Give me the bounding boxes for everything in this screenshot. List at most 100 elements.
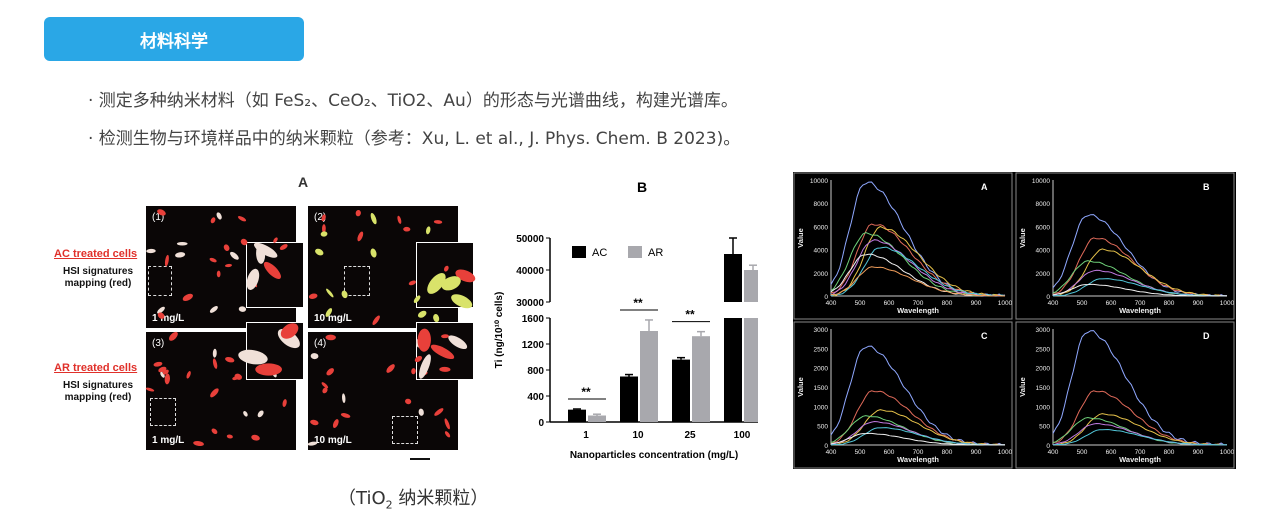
spectra-panel-label: B	[1203, 182, 1210, 192]
scale-bar	[410, 458, 430, 460]
chart-title: B	[637, 179, 647, 195]
micrograph-1-conc: 1 mg/L	[152, 313, 185, 324]
significance-label: **	[685, 308, 695, 322]
spectrum-line	[1052, 248, 1228, 297]
legend-swatch	[572, 246, 586, 258]
spectra-y-tick: 1000	[1036, 404, 1051, 411]
caption-tail: 纳米颗粒）	[392, 488, 489, 509]
spectra-x-tick: 1000	[1220, 449, 1235, 456]
spectrum-line	[830, 266, 1005, 297]
spectra-y-tick: 1500	[1036, 385, 1051, 392]
spectra-subpanel-border	[1015, 321, 1235, 469]
spectra-x-tick: 600	[884, 300, 895, 307]
legend-label: AC	[592, 247, 607, 259]
bar	[620, 376, 638, 422]
spectra-y-tick: 2500	[1036, 346, 1051, 353]
spectra-y-tick: 4000	[1036, 248, 1051, 255]
y-axis-label: Ti (ng/10¹⁰ cells)	[494, 292, 505, 369]
spectrum-line	[1052, 283, 1228, 297]
spectra-x-tick: 800	[942, 449, 953, 456]
spectra-panel-label: C	[981, 331, 988, 341]
zoom-inset-1	[246, 242, 304, 308]
bar	[744, 270, 758, 302]
spectra-y-tick: 0	[824, 443, 828, 450]
spectra-y-label: Value	[1018, 228, 1027, 248]
caption-main: （TiO	[338, 488, 386, 509]
zoom-region-4	[392, 416, 418, 444]
y-tick-label: 1200	[522, 340, 545, 351]
zoom-region-2	[344, 266, 370, 296]
micrograph-4-num: (4)	[314, 338, 327, 349]
legend-swatch	[628, 246, 642, 258]
spectra-x-tick: 800	[1164, 449, 1175, 456]
spectra-x-tick: 400	[1048, 449, 1059, 456]
spectrum-line	[830, 345, 1006, 446]
y-tick-label: 400	[527, 392, 544, 403]
spectra-y-tick: 1500	[814, 385, 829, 392]
spectra-x-tick: 600	[1106, 449, 1117, 456]
spectrum-line	[830, 239, 1006, 297]
spectra-y-label: Value	[1018, 377, 1027, 397]
spectra-x-tick: 700	[1135, 449, 1146, 456]
spectra-y-tick: 3000	[814, 327, 829, 334]
spectrum-line	[830, 427, 1006, 446]
figure-caption: （TiO2 纳米颗粒）	[338, 484, 488, 512]
spectrum-line	[830, 432, 1006, 446]
spectra-x-tick: 600	[884, 449, 895, 456]
caption-sub: 2	[385, 498, 393, 512]
spectrum-line	[830, 231, 1006, 297]
micrograph-4-conc: 10 mg/L	[314, 435, 352, 446]
spectra-y-tick: 6000	[1036, 224, 1051, 231]
bar	[672, 359, 690, 422]
spectra-x-tick: 400	[826, 449, 837, 456]
micrograph-3-num: (3)	[152, 338, 165, 349]
hsi-label-ac-2: mapping (red)	[64, 277, 132, 289]
micrograph-1-num: (1)	[152, 212, 165, 223]
spectrum-line	[1052, 416, 1228, 446]
spectra-x-label: Wavelength	[897, 306, 939, 315]
spectra-x-tick: 900	[971, 449, 982, 456]
spectra-x-tick: 1000	[1220, 300, 1235, 307]
hsi-label-ac-1: HSI signatures	[62, 266, 134, 277]
spectra-x-tick: 600	[1106, 300, 1117, 307]
micrograph-4: (4) 10 mg/L	[308, 332, 458, 450]
panel-a-title: A	[298, 174, 309, 190]
spectra-x-tick: 800	[942, 300, 953, 307]
significance-label: **	[581, 385, 591, 399]
spectra-x-tick: 900	[971, 300, 982, 307]
spectra-x-tick: 700	[913, 300, 924, 307]
spectra-x-tick: 700	[913, 449, 924, 456]
spectrum-line	[1052, 428, 1228, 446]
spectrum-line	[830, 225, 1006, 297]
x-axis-label: Nanoparticles concentration (mg/L)	[570, 450, 738, 461]
spectra-x-tick: 900	[1193, 449, 1204, 456]
spectrum-line	[1052, 278, 1228, 297]
zoom-inset-3	[246, 322, 304, 380]
spectrum-line	[1052, 330, 1228, 446]
zoom-inset-2	[416, 242, 474, 308]
spectra-y-tick: 10000	[810, 178, 828, 185]
spectra-x-tick: 500	[855, 300, 866, 307]
spectra-y-tick: 2000	[814, 366, 829, 373]
y-tick-label: 1600	[522, 314, 545, 325]
x-tick-label: 100	[734, 430, 751, 441]
spectra-y-tick: 2000	[814, 271, 829, 278]
zoom-region-1	[148, 266, 172, 296]
spectra-x-tick: 700	[1135, 300, 1146, 307]
spectra-y-tick: 8000	[814, 201, 829, 208]
bar	[640, 331, 658, 422]
spectra-chart: 0 2000 4000 6000 8000 10000 400 500 600 700 800 900…	[793, 172, 1235, 469]
bar	[568, 409, 586, 422]
spectra-subpanel-border	[1015, 172, 1235, 320]
significance-label: **	[633, 296, 643, 310]
bullet-2: · 检测生物与环境样品中的纳米颗粒（参考：Xu, L. et al., J. P…	[88, 129, 741, 149]
spectra-y-tick: 2000	[1036, 271, 1051, 278]
spectra-panel-label: D	[1203, 331, 1210, 341]
bar	[744, 318, 758, 422]
y-tick-label: 800	[527, 366, 544, 377]
hsi-label-ac: HSI signatures mapping (red)	[50, 266, 146, 289]
y-tick-label: 30000	[516, 298, 544, 309]
spectra-x-tick: 800	[1164, 300, 1175, 307]
micrograph-3-conc: 1 mg/L	[152, 435, 185, 446]
spectra-panel-label: A	[981, 182, 988, 192]
